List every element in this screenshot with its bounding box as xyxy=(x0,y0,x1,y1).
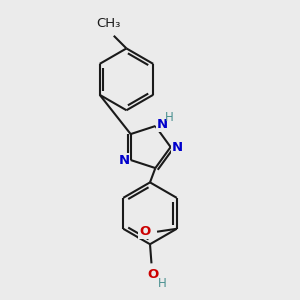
Text: H: H xyxy=(158,277,167,290)
Text: N: N xyxy=(172,141,183,154)
Text: N: N xyxy=(118,154,130,166)
Text: O: O xyxy=(139,225,150,238)
Text: N: N xyxy=(156,118,167,131)
Text: H: H xyxy=(165,111,174,124)
Text: O: O xyxy=(147,268,159,281)
Text: CH₃: CH₃ xyxy=(97,17,121,30)
